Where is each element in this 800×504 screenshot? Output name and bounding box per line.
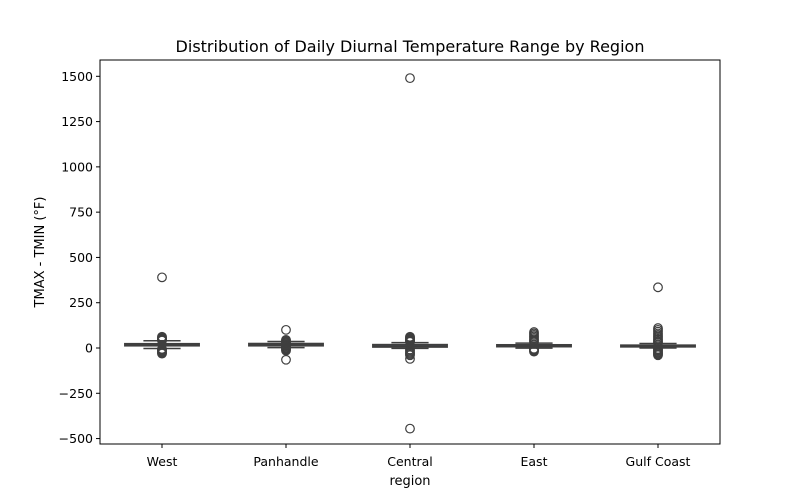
outlier-point (653, 350, 663, 361)
y-tick-label: 1000 (61, 159, 93, 174)
y-tick-label: 750 (69, 205, 93, 220)
y-tick-label: 1500 (61, 69, 93, 84)
x-axis-label: region (389, 474, 430, 489)
y-axis-label: TMAX - TMIN (°F) (33, 197, 48, 309)
y-tick-label: 0 (85, 341, 93, 356)
y-tick-label: −500 (59, 431, 93, 446)
boxes (124, 73, 696, 434)
outlier-point (281, 324, 291, 335)
outlier-point (529, 346, 539, 357)
outlier-point (653, 282, 663, 293)
y-tick-label: 1250 (61, 114, 93, 129)
plot-frame (99, 59, 721, 445)
x-tick-label: Panhandle (253, 454, 318, 469)
box-group (124, 272, 200, 359)
x-tick-label: Gulf Coast (626, 454, 691, 469)
outlier-point (405, 423, 415, 434)
box-group (496, 327, 572, 357)
box-group (372, 73, 448, 434)
chart-title: Distribution of Daily Diurnal Temperatur… (176, 37, 645, 56)
y-axis: −500 −250 0 250 500 750 1000 1250 1500 (59, 69, 100, 446)
x-axis: West Panhandle Central East Gulf Coast (147, 444, 691, 469)
y-tick-label: 500 (69, 250, 93, 265)
outlier-point (405, 353, 415, 364)
x-tick-label: Central (387, 454, 433, 469)
x-tick-label: West (147, 454, 178, 469)
outlier-point (281, 354, 291, 365)
box-group (620, 282, 696, 361)
y-tick-label: −250 (59, 386, 93, 401)
outlier-point (405, 350, 415, 361)
outlier-point (157, 348, 167, 359)
outlier-point (157, 272, 167, 283)
x-tick-label: East (521, 454, 548, 469)
outlier-point (405, 73, 415, 84)
box-group (248, 324, 324, 365)
y-tick-label: 250 (69, 295, 93, 310)
